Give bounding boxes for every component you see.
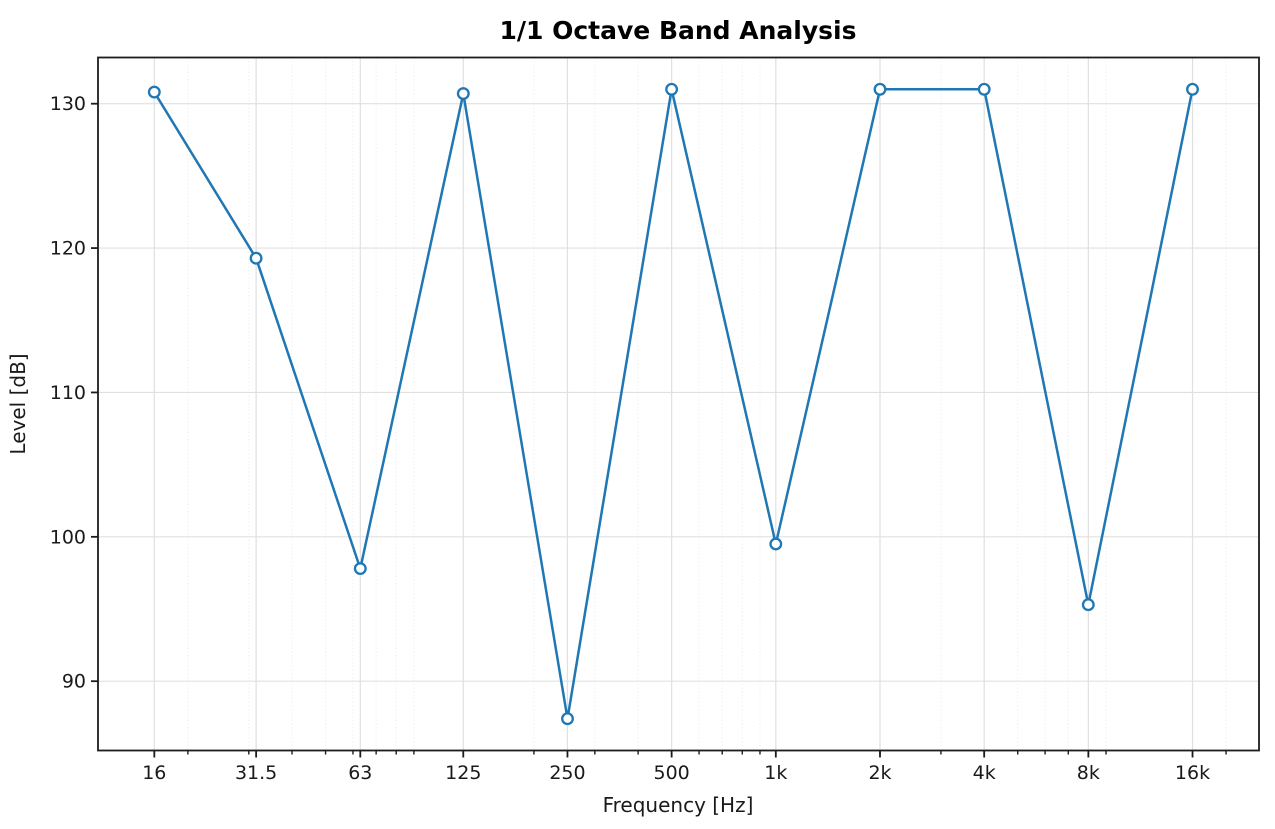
plot-frame <box>97 56 1260 752</box>
data-point-marker <box>147 85 161 99</box>
data-point-marker <box>456 87 470 101</box>
x-tick-label: 63 <box>348 762 372 784</box>
major-gridlines <box>98 57 1259 751</box>
x-axis-label: Frequency [Hz] <box>603 793 754 817</box>
x-tick-label: 8k <box>1077 762 1100 784</box>
x-tick-label: 2k <box>868 762 891 784</box>
data-point-marker <box>1081 598 1095 612</box>
minor-gridlines <box>187 57 1227 751</box>
series-marker-layer <box>147 82 1199 726</box>
axes-spines <box>97 56 1260 752</box>
y-tick-label: 100 <box>50 526 86 548</box>
x-tick-label: 250 <box>549 762 585 784</box>
data-point-marker <box>769 537 783 551</box>
series-line-layer <box>153 88 1194 720</box>
y-tick-label: 130 <box>50 93 86 115</box>
data-point-marker <box>873 82 887 96</box>
y-tick-labels: 90 100 110 120 130 <box>50 93 86 693</box>
x-tick-label: 1k <box>764 762 787 784</box>
y-tick-label: 110 <box>50 382 86 404</box>
y-tick-label: 120 <box>50 238 86 260</box>
x-tick-label: 4k <box>973 762 996 784</box>
data-point-marker <box>561 712 574 726</box>
x-tick-label: 16 <box>142 762 166 784</box>
y-axis-label: Level [dB] <box>6 353 30 454</box>
level-series-line <box>153 88 1194 720</box>
axis-ticks <box>91 102 1227 758</box>
x-tick-label: 125 <box>445 762 481 784</box>
x-tick-label: 16k <box>1175 762 1210 784</box>
x-tick-label: 31.5 <box>235 762 277 784</box>
data-point-marker <box>977 82 991 96</box>
y-tick-label: 90 <box>62 671 86 693</box>
data-point-marker <box>249 251 263 265</box>
chart-title: 1/1 Octave Band Analysis <box>499 16 856 45</box>
data-point-marker <box>665 82 679 96</box>
x-tick-labels: 16 31.5 63 125 250 500 1k 2k 4k 8k 16k <box>142 762 1210 784</box>
data-point-marker <box>1186 82 1199 96</box>
x-tick-label: 500 <box>654 762 690 784</box>
data-point-marker <box>353 562 367 576</box>
